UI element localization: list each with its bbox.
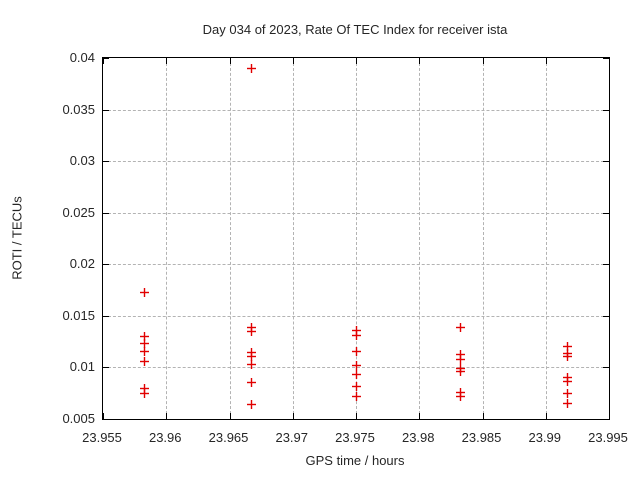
y-tick-label: 0.03 bbox=[69, 153, 95, 169]
x-tick-label: 23.955 bbox=[82, 430, 122, 445]
x-axis-label: GPS time / hours bbox=[305, 453, 405, 468]
vertical-gridline bbox=[292, 58, 294, 419]
data-point-marker bbox=[246, 374, 256, 388]
vertical-gridline bbox=[229, 58, 231, 419]
data-point-marker bbox=[246, 396, 256, 409]
data-point-marker bbox=[351, 357, 361, 370]
data-point-marker bbox=[140, 343, 150, 357]
x-tick-mark bbox=[356, 58, 357, 64]
horizontal-gridline bbox=[103, 315, 609, 317]
vertical-gridline bbox=[356, 58, 357, 419]
chart-title: Day 034 of 2023, Rate Of TEC Index for r… bbox=[202, 22, 508, 37]
y-tick-mark bbox=[103, 367, 109, 369]
x-tick-label: 23.985 bbox=[461, 430, 502, 445]
y-tick-label: 0.04 bbox=[69, 50, 95, 65]
x-tick-mark bbox=[166, 413, 168, 419]
x-tick-mark bbox=[482, 413, 484, 419]
x-tick-mark bbox=[166, 58, 168, 64]
y-tick-mark bbox=[103, 109, 109, 111]
data-point-marker bbox=[140, 353, 150, 366]
data-point-marker bbox=[562, 348, 572, 362]
y-tick-mark bbox=[103, 419, 109, 420]
x-tick-mark bbox=[103, 58, 104, 64]
y-tick-mark bbox=[603, 264, 609, 266]
y-tick-mark bbox=[603, 315, 609, 317]
x-tick-mark bbox=[419, 413, 421, 419]
y-tick-label: 0.035 bbox=[62, 101, 95, 117]
data-point-marker bbox=[351, 343, 361, 357]
data-point-marker bbox=[456, 351, 466, 364]
x-tick-mark bbox=[545, 413, 547, 419]
x-tick-label: 23.99 bbox=[528, 430, 562, 445]
x-tick-mark bbox=[609, 413, 610, 419]
data-point-marker bbox=[351, 388, 361, 401]
x-tick-mark bbox=[292, 58, 294, 64]
y-tick-label: 0.02 bbox=[69, 256, 95, 272]
data-point-marker bbox=[140, 335, 150, 349]
data-point-marker bbox=[140, 284, 150, 297]
data-point-marker bbox=[246, 60, 256, 73]
y-tick-label: 0.025 bbox=[62, 204, 95, 220]
x-tick-label: 23.965 bbox=[208, 430, 249, 445]
x-tick-mark bbox=[356, 413, 357, 419]
x-tick-mark bbox=[229, 413, 231, 419]
x-tick-mark bbox=[419, 58, 421, 64]
y-tick-mark bbox=[603, 367, 609, 369]
y-tick-mark bbox=[103, 58, 109, 59]
x-tick-mark bbox=[545, 58, 547, 64]
x-tick-mark bbox=[103, 413, 104, 419]
x-tick-mark bbox=[292, 413, 294, 419]
horizontal-gridline bbox=[103, 109, 609, 111]
vertical-gridline bbox=[545, 58, 547, 419]
horizontal-gridline bbox=[103, 161, 609, 163]
y-tick-label: 0.005 bbox=[62, 411, 95, 426]
horizontal-gridline bbox=[103, 264, 609, 266]
y-tick-label: 0.01 bbox=[69, 359, 95, 375]
vertical-gridline bbox=[166, 58, 168, 419]
plot-area bbox=[102, 57, 610, 420]
data-point-marker bbox=[351, 378, 361, 392]
x-tick-label: 23.97 bbox=[275, 430, 309, 445]
y-tick-mark bbox=[603, 58, 609, 59]
y-tick-label: 0.015 bbox=[62, 307, 95, 323]
data-point-marker bbox=[456, 388, 466, 401]
data-point-marker bbox=[456, 319, 466, 332]
x-tick-mark bbox=[482, 58, 484, 64]
data-point-marker bbox=[456, 363, 466, 376]
data-point-marker bbox=[351, 366, 361, 380]
data-point-marker bbox=[562, 373, 572, 387]
y-tick-mark bbox=[603, 212, 609, 214]
y-tick-mark bbox=[103, 264, 109, 266]
x-tick-label: 23.98 bbox=[401, 430, 435, 445]
x-tick-label: 23.975 bbox=[335, 430, 375, 445]
y-tick-mark bbox=[103, 161, 109, 163]
y-tick-mark bbox=[103, 212, 109, 214]
x-tick-label: 23.96 bbox=[148, 430, 182, 445]
data-point-marker bbox=[140, 385, 150, 398]
data-point-marker bbox=[562, 395, 572, 408]
y-tick-mark bbox=[603, 161, 609, 163]
x-tick-mark bbox=[229, 58, 231, 64]
data-point-marker bbox=[246, 323, 256, 336]
horizontal-gridline bbox=[103, 212, 609, 214]
y-tick-mark bbox=[603, 419, 609, 420]
data-point-marker bbox=[562, 385, 572, 398]
vertical-gridline bbox=[419, 58, 421, 419]
data-point-marker bbox=[246, 356, 256, 369]
data-point-marker bbox=[351, 327, 361, 340]
y-tick-mark bbox=[603, 109, 609, 111]
y-tick-mark bbox=[103, 315, 109, 317]
x-tick-label: 23.995 bbox=[588, 430, 628, 445]
x-tick-mark bbox=[609, 58, 610, 64]
vertical-gridline bbox=[482, 58, 484, 419]
